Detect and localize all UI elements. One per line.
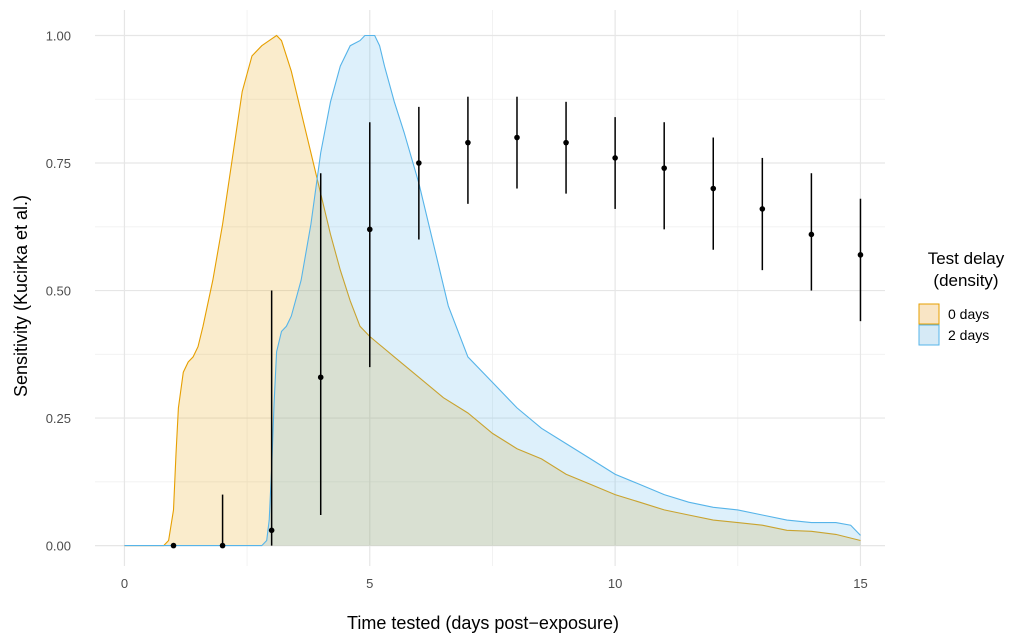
data-point [465, 139, 471, 146]
data-point [710, 185, 717, 192]
y-tick-label: 0.00 [46, 539, 71, 554]
legend-key-0-days [918, 303, 940, 325]
legend-key-2-days [918, 324, 940, 346]
legend: Test delay (density) 0 days 2 days [918, 249, 1005, 346]
axes: 0 5 10 15 0.00 0.25 0.50 0.75 1.00 [46, 29, 868, 591]
data-point [661, 165, 667, 171]
data-point [759, 206, 766, 212]
density-areas [124, 34, 861, 547]
data-point [612, 155, 618, 161]
y-tick-label: 1.00 [46, 29, 71, 44]
y-axis-title: Sensitivity (Kucirka et al.) [11, 195, 31, 397]
legend-title-line-2: (density) [933, 271, 998, 290]
y-tick-label: 0.75 [46, 156, 71, 171]
data-point [219, 542, 226, 549]
data-point [170, 542, 177, 549]
density-area-0-days [124, 35, 861, 546]
y-tick-label: 0.50 [46, 284, 71, 299]
density-line-2-days [124, 34, 861, 547]
data-point [857, 252, 864, 258]
density-line-0-days [124, 34, 861, 547]
x-tick-label: 10 [608, 576, 622, 591]
x-axis-title: Time tested (days post−exposure) [347, 613, 619, 633]
data-point [366, 226, 373, 233]
data-point [563, 139, 569, 146]
data-point [514, 134, 520, 141]
x-tick-label: 15 [853, 576, 867, 591]
x-tick-label: 5 [366, 576, 373, 591]
data-point [317, 374, 324, 381]
density-area-2-days [124, 35, 861, 546]
legend-label-2-days: 2 days [948, 327, 989, 343]
x-tick-label: 0 [121, 576, 128, 591]
legend-label-0-days: 0 days [948, 306, 989, 322]
legend-title-line-1: Test delay [928, 249, 1005, 268]
sensitivity-points [170, 96, 864, 549]
data-point [268, 527, 275, 534]
y-tick-label: 0.25 [46, 411, 71, 426]
data-point [416, 160, 422, 166]
data-point [808, 231, 815, 238]
